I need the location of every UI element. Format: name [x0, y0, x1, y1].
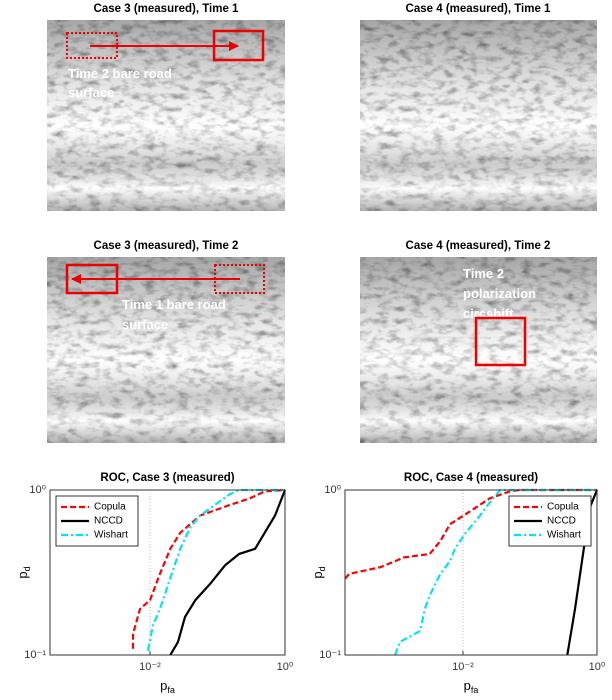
chart: ROC, Case 3 (measured) 10⁻² 10⁰ 10⁻¹ 10⁰ Copu…: [15, 472, 293, 695]
x-axis-label-main: p: [160, 678, 167, 693]
roc-curve: [131, 488, 286, 649]
annotation: surface: [68, 85, 114, 100]
chart: ROC, Case 4 (measured) 10⁻² 10⁰ 10⁻¹ 10⁰ Copu…: [310, 472, 605, 695]
x-tick-label: 10⁰: [277, 661, 294, 673]
image-panel: Case 4 (measured), Time 2 Time 2 polariz…: [360, 240, 597, 443]
x-tick-label: 10⁻²: [139, 661, 161, 673]
image-panel: Case 3 (measured), Time 2 Time 1 bare ro…: [47, 240, 285, 443]
y-tick-label: 10⁰: [29, 484, 46, 496]
image-panel: Case 3 (measured), Time 1 Time 2 bare ro…: [47, 3, 285, 211]
y-axis-label-main: p: [15, 571, 30, 578]
y-axis-label: pd: [310, 566, 327, 578]
roc-curve: [146, 488, 285, 652]
y-tick-label: 10⁻¹: [319, 649, 341, 661]
region-box: [474, 316, 527, 367]
chart-title: ROC, Case 3 (measured): [100, 472, 234, 484]
legend-label: Wishart: [94, 530, 128, 541]
legend-label: Copula: [547, 502, 579, 513]
x-axis-label: pfa: [464, 678, 479, 695]
y-axis-label: pd: [15, 566, 32, 578]
region-box: [66, 32, 118, 59]
chart-title: ROC, Case 4 (measured): [404, 472, 538, 484]
y-axis-label-main: p: [310, 571, 325, 578]
x-axis-label-main: p: [464, 678, 471, 693]
annotation: Time 2: [463, 266, 504, 281]
legend-label: Wishart: [547, 530, 581, 541]
legend-label: NCCD: [94, 516, 123, 527]
annotation: Time 2 bare road: [68, 66, 172, 81]
annotation: surface: [122, 317, 168, 332]
roc-curve: [345, 488, 597, 580]
annotation: Time 1 bare road: [122, 297, 226, 312]
image-title: Case 4 (measured), Time 2: [406, 240, 551, 252]
image-title: Case 3 (measured), Time 2: [94, 240, 239, 252]
image-shade: [47, 257, 285, 443]
image-shade: [360, 257, 597, 443]
image-shade: [47, 20, 285, 211]
legend-box: [55, 495, 139, 547]
y-axis-label-sub: d: [317, 566, 327, 571]
x-axis-label: pfa: [160, 678, 175, 695]
image-panel: Case 4 (measured), Time 1: [360, 3, 597, 211]
y-tick-label: 10⁰: [324, 484, 341, 496]
annotation: polarization: [463, 286, 536, 301]
roc-curve: [393, 488, 597, 655]
image-title: Case 4 (measured), Time 1: [406, 3, 551, 15]
x-axis-label-sub: fa: [471, 685, 479, 695]
x-tick-label: 10⁻²: [452, 661, 474, 673]
y-axis-label-sub: d: [22, 566, 32, 571]
legend-label: Copula: [94, 502, 126, 513]
image-title: Case 3 (measured), Time 1: [94, 3, 239, 15]
axes-box: [344, 489, 598, 656]
legend-label: NCCD: [547, 516, 576, 527]
x-axis-label-sub: fa: [167, 685, 175, 695]
image-shade: [360, 20, 597, 211]
roc-curve: [169, 489, 287, 655]
axes-box: [49, 489, 286, 656]
y-tick-label: 10⁻¹: [24, 649, 46, 661]
x-tick-label: 10⁰: [589, 661, 606, 673]
